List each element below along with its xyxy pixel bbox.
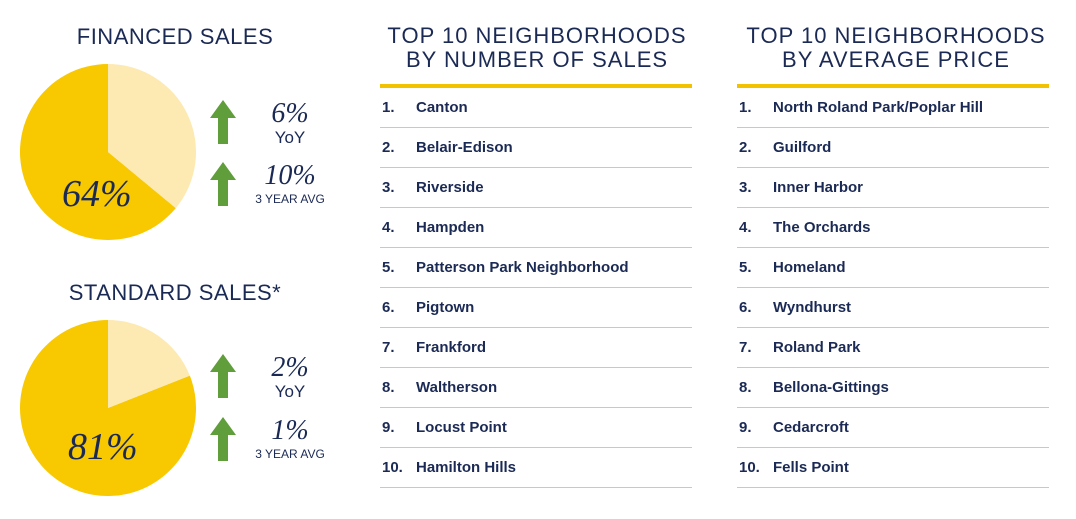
financed-avg-label: 3 YEAR AVG [255, 192, 325, 206]
by-sales-neighborhood-name: Pigtown [416, 299, 475, 316]
by-sales-neighborhood-name: Hamilton Hills [416, 459, 517, 476]
financed-yoy-label: YoY [274, 128, 306, 147]
by-price-neighborhood-name: North Roland Park/Poplar Hill [773, 99, 984, 116]
by-sales-rank: 6. [382, 299, 395, 316]
by-sales-rank: 10. [382, 459, 403, 476]
by-price-title: TOP 10 NEIGHBORHOODS BY AVERAGE PRICE [737, 24, 1055, 72]
by-sales-row: 8. Waltherson [380, 368, 692, 408]
by-price-row: 9. Cedarcroft [737, 408, 1049, 448]
by-price-row: 10. Fells Point [737, 448, 1049, 488]
financed-yoy-value: 6% [271, 98, 309, 129]
by-price-neighborhood-name: Guilford [773, 139, 832, 156]
by-sales-rule [380, 84, 692, 88]
up-arrow-icon [210, 162, 236, 206]
standard-slice-main [20, 320, 197, 496]
standard-avg-label: 3 YEAR AVG [255, 447, 325, 461]
standard-sales-title: STANDARD SALES* [68, 280, 282, 305]
by-price-row: 3. Inner Harbor [737, 168, 1049, 208]
by-price-rank: 2. [739, 139, 752, 156]
by-sales-row: 7. Frankford [380, 328, 692, 368]
by-price-row: 5. Homeland [737, 248, 1049, 288]
by-price-rank: 9. [739, 419, 752, 436]
by-sales-row: 1. Canton [380, 88, 692, 128]
by-price-neighborhood-name: Roland Park [773, 339, 861, 356]
by-sales-row: 10. Hamilton Hills [380, 448, 692, 488]
by-sales-rank: 3. [382, 179, 395, 196]
by-sales-row: 6. Pigtown [380, 288, 692, 328]
by-price-rank: 1. [739, 99, 752, 116]
by-sales-rank: 2. [382, 139, 395, 156]
financed-sales-percent: 64% [62, 173, 132, 215]
by-sales-neighborhood-name: Belair-Edison [416, 139, 513, 156]
standard-slice-rest [108, 320, 190, 408]
by-price-row: 7. Roland Park [737, 328, 1049, 368]
standard-yoy-value: 2% [271, 352, 309, 383]
by-price-row: 8. Bellona-Gittings [737, 368, 1049, 408]
standard-avg-value: 1% [271, 415, 309, 446]
by-price-row: 6. Wyndhurst [737, 288, 1049, 328]
by-sales-row: 9. Locust Point [380, 408, 692, 448]
up-arrow-icon [210, 100, 236, 144]
by-sales-neighborhood-name: Waltherson [416, 379, 498, 396]
by-sales-neighborhood-name: Canton [416, 99, 468, 116]
by-price-neighborhood-name: Bellona-Gittings [773, 379, 889, 396]
by-sales-rank: 4. [382, 219, 395, 236]
by-price-rank: 4. [739, 219, 752, 236]
by-sales-rank: 8. [382, 379, 395, 396]
standard-sales-percent: 81% [68, 426, 138, 468]
standard-yoy-stat: 2% YoY [208, 352, 338, 412]
by-sales-list: 1. Canton 2. Belair-Edison 3. Riverside 4. Hamp… [380, 88, 692, 488]
standard-yoy-label: YoY [274, 382, 306, 401]
financed-yoy-stat: 6% YoY [208, 98, 338, 158]
by-price-rank: 7. [739, 339, 752, 356]
by-price-neighborhood-name: Homeland [773, 259, 846, 276]
standard-sales-pie [20, 320, 197, 496]
by-price-neighborhood-name: Cedarcroft [773, 419, 849, 436]
standard-avg-stat: 1% 3 YEAR AVG [208, 415, 338, 475]
by-price-row: 2. Guilford [737, 128, 1049, 168]
by-price-neighborhood-name: Fells Point [773, 459, 849, 476]
by-sales-neighborhood-name: Patterson Park Neighborhood [416, 259, 629, 276]
by-price-rank: 6. [739, 299, 752, 316]
by-sales-rank: 9. [382, 419, 395, 436]
by-price-row: 4. The Orchards [737, 208, 1049, 248]
by-price-neighborhood-name: The Orchards [773, 219, 871, 236]
by-price-rank: 10. [739, 459, 760, 476]
by-price-rule [737, 84, 1049, 88]
by-sales-row: 5. Patterson Park Neighborhood [380, 248, 692, 288]
by-price-list: 1. North Roland Park/Poplar Hill 2. Guilfor… [737, 88, 1049, 488]
by-sales-rank: 1. [382, 99, 395, 116]
by-price-row: 1. North Roland Park/Poplar Hill [737, 88, 1049, 128]
by-price-neighborhood-name: Inner Harbor [773, 179, 864, 196]
by-sales-neighborhood-name: Riverside [416, 179, 484, 196]
up-arrow-icon [210, 354, 236, 398]
by-sales-title-line1: TOP 10 NEIGHBORHOODS [387, 23, 687, 48]
by-price-rank: 8. [739, 379, 752, 396]
by-sales-neighborhood-name: Locust Point [416, 419, 507, 436]
financed-sales-title: FINANCED SALES [76, 24, 274, 49]
by-sales-rank: 7. [382, 339, 395, 356]
by-price-rank: 5. [739, 259, 752, 276]
up-arrow-icon [210, 417, 236, 461]
by-price-neighborhood-name: Wyndhurst [773, 299, 852, 316]
by-sales-rank: 5. [382, 259, 395, 276]
by-sales-neighborhood-name: Hampden [416, 219, 485, 236]
financed-avg-stat: 10% 3 YEAR AVG [208, 160, 338, 220]
by-sales-title: TOP 10 NEIGHBORHOODS BY NUMBER OF SALES [378, 24, 696, 72]
financed-slice-main [19, 64, 176, 241]
by-price-title-line2: BY AVERAGE PRICE [782, 47, 1010, 72]
financed-slice-rest [108, 64, 196, 209]
by-sales-row: 3. Riverside [380, 168, 692, 208]
by-sales-neighborhood-name: Frankford [416, 339, 487, 356]
by-sales-title-line2: BY NUMBER OF SALES [405, 47, 669, 72]
by-price-title-line1: TOP 10 NEIGHBORHOODS [746, 23, 1046, 48]
by-price-rank: 3. [739, 179, 752, 196]
by-sales-row: 4. Hampden [380, 208, 692, 248]
financed-sales-pie [19, 64, 196, 241]
by-sales-row: 2. Belair-Edison [380, 128, 692, 168]
financed-avg-value: 10% [264, 160, 316, 191]
